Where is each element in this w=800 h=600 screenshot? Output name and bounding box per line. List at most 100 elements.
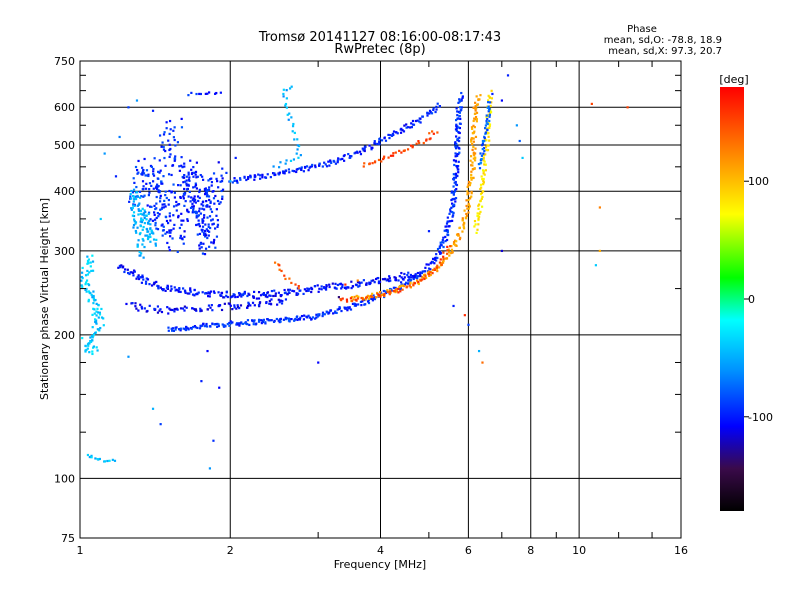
data-point: [432, 107, 435, 110]
data-point: [483, 173, 486, 176]
data-point: [451, 219, 454, 222]
data-point: [96, 457, 99, 461]
data-point: [192, 205, 195, 208]
data-point: [220, 308, 224, 312]
data-point: [239, 178, 242, 181]
data-point: [236, 181, 239, 184]
data-point: [139, 209, 143, 212]
data-point: [164, 289, 167, 292]
data-point: [208, 230, 211, 233]
data-point: [182, 327, 185, 330]
data-point: [483, 160, 486, 163]
data-point: [186, 208, 189, 211]
data-point: [141, 237, 144, 241]
data-point: [341, 283, 344, 286]
data-point: [323, 286, 326, 290]
data-point: [90, 293, 93, 297]
data-point: [238, 306, 241, 310]
data-point: [472, 106, 475, 110]
data-point: [179, 236, 182, 240]
data-point: [485, 139, 488, 142]
data-point: [207, 188, 211, 192]
data-point: [317, 361, 320, 364]
data-point: [264, 322, 267, 325]
data-point: [141, 274, 144, 277]
data-point: [90, 454, 93, 457]
data-point: [96, 349, 99, 352]
data-point: [389, 289, 392, 292]
data-point: [244, 322, 247, 325]
data-point: [150, 284, 154, 287]
data-point: [389, 154, 393, 157]
data-point: [354, 151, 357, 154]
data-point: [216, 325, 219, 328]
data-point: [317, 290, 320, 293]
data-point: [357, 285, 360, 288]
data-point: [451, 214, 455, 217]
data-point: [209, 208, 212, 211]
data-point: [374, 277, 378, 281]
data-point: [264, 293, 268, 297]
data-point: [246, 294, 249, 298]
data-point: [350, 155, 353, 158]
data-point: [163, 156, 166, 160]
data-point: [154, 244, 157, 247]
data-point: [183, 162, 186, 165]
data-point: [88, 271, 91, 274]
data-point: [474, 105, 477, 108]
data-point: [399, 131, 403, 134]
data-point: [201, 200, 204, 204]
data-point: [201, 230, 204, 233]
data-point: [461, 95, 464, 98]
data-point: [258, 177, 262, 180]
data-point: [91, 313, 94, 316]
data-point: [339, 158, 342, 161]
data-point: [90, 269, 93, 273]
data-point: [472, 119, 475, 123]
data-point: [400, 127, 403, 130]
data-point: [434, 110, 437, 114]
data-point: [92, 307, 95, 310]
data-point: [204, 187, 207, 190]
data-point: [187, 94, 190, 97]
data-point: [183, 165, 186, 168]
data-point: [435, 267, 439, 271]
data-point: [482, 152, 485, 155]
data-point: [472, 157, 475, 160]
data-point: [170, 288, 173, 291]
data-point: [144, 234, 147, 237]
data-point: [167, 203, 170, 206]
data-point: [185, 325, 188, 329]
y-tick-label: 300: [54, 245, 75, 258]
data-point: [155, 202, 158, 205]
data-point: [159, 197, 162, 200]
data-point: [314, 164, 317, 167]
data-point: [457, 233, 460, 236]
data-point: [201, 291, 204, 294]
data-point: [487, 105, 490, 108]
data-point: [431, 261, 435, 264]
data-point: [246, 306, 249, 309]
data-point: [295, 152, 298, 155]
data-point: [262, 293, 266, 296]
data-point: [452, 304, 455, 308]
data-point: [266, 295, 269, 299]
data-point: [144, 282, 148, 285]
data-point: [341, 157, 344, 161]
data-point: [195, 309, 198, 312]
data-point: [195, 223, 198, 227]
data-point: [428, 112, 431, 115]
data-point: [485, 127, 488, 130]
data-point: [373, 140, 376, 143]
data-point: [157, 215, 160, 218]
data-point: [475, 231, 478, 234]
data-point: [362, 149, 365, 152]
data-point: [179, 307, 183, 310]
data-point: [135, 307, 138, 310]
data-point: [160, 182, 163, 185]
data-point: [466, 185, 469, 189]
data-point: [137, 209, 141, 212]
data-point: [190, 327, 193, 330]
data-point: [206, 229, 209, 232]
data-point: [459, 106, 462, 109]
